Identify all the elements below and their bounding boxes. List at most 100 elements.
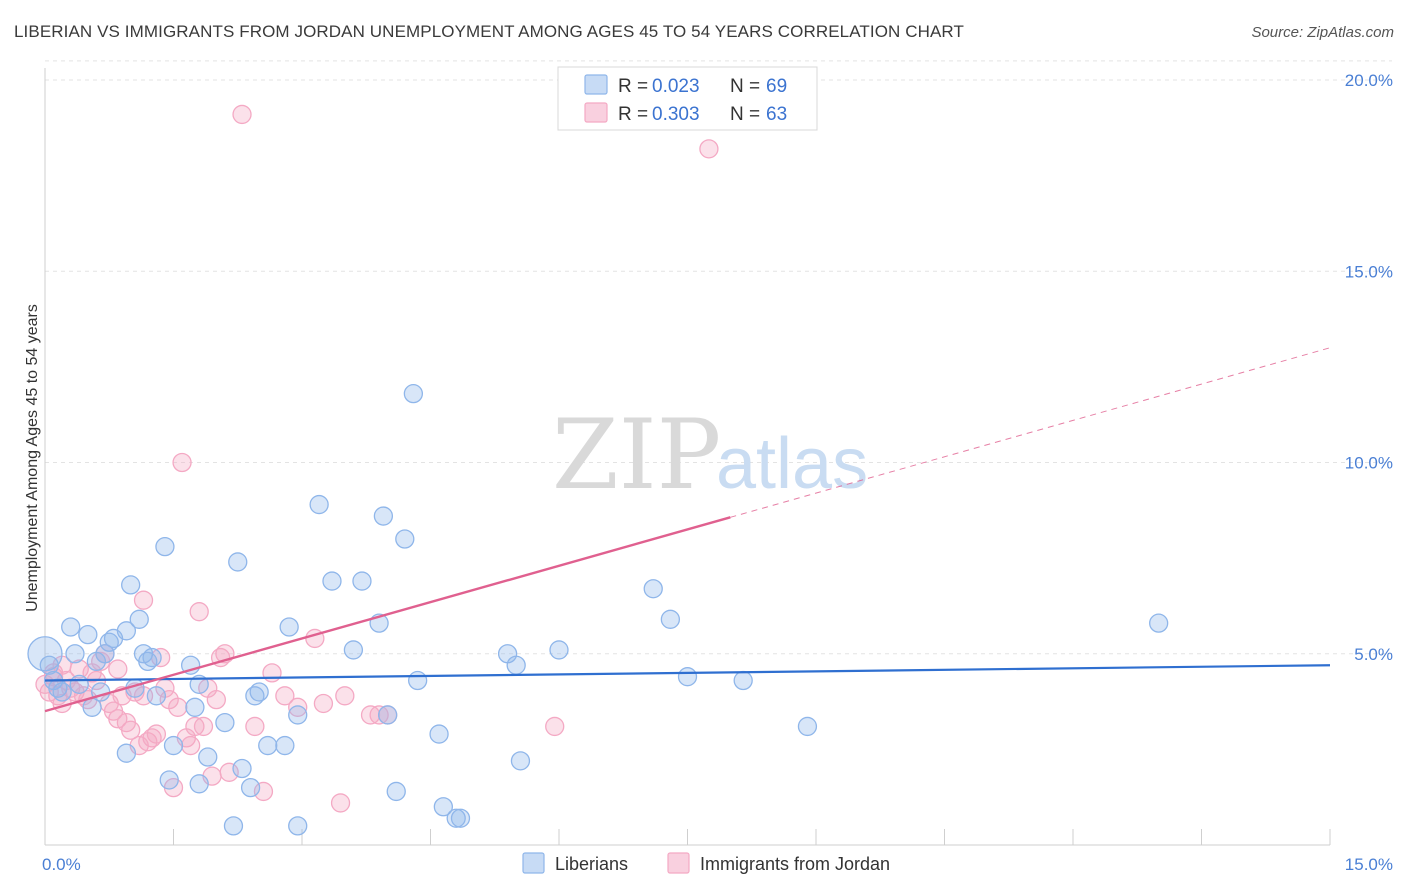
y-tick-label-1: 10.0%	[1345, 454, 1393, 473]
liberians-point-44	[352, 571, 372, 591]
liberians-point-52	[429, 724, 449, 744]
jordan-point-54	[545, 716, 565, 737]
liberians-point-30	[223, 816, 244, 836]
jordan-point-38	[206, 690, 226, 710]
liberians-point-60	[643, 579, 663, 599]
liberians-point-42	[322, 571, 342, 591]
bottom-legend-label-liberians: Liberians	[555, 854, 628, 874]
liberians-point-50	[403, 383, 424, 404]
trend-line-jordan-solid	[44, 516, 731, 713]
liberians-point-65	[1149, 613, 1169, 633]
liberians-point-15	[116, 743, 137, 763]
jordan-point-46	[288, 697, 308, 717]
watermark-zip-text: ZIP	[552, 399, 721, 511]
liberians-point-38	[279, 617, 299, 637]
liberians-point-22	[155, 537, 175, 557]
trend-line-liberians	[44, 664, 1331, 682]
liberians-point-6	[78, 624, 98, 645]
trend-line-jordan-dashed	[730, 347, 1331, 518]
legend-n-value-1: 69	[766, 76, 787, 97]
legend-swatch-jordan	[584, 102, 608, 123]
bottom-legend: Liberians Immigrants from Jordan	[522, 852, 890, 874]
series-immigrants-from-jordan-points	[35, 104, 719, 813]
liberians-point-66	[189, 774, 209, 794]
liberians-point-13	[116, 621, 137, 641]
jordan-point-35	[193, 716, 214, 737]
legend-n-label-2: N =	[730, 104, 760, 125]
liberians-point-68	[69, 674, 89, 694]
jordan-point-41	[232, 104, 252, 125]
x-tick-label-0: 0.0%	[42, 855, 81, 874]
liberians-point-32	[232, 758, 252, 779]
y-axis-label: Unemployment Among Ages 45 to 54 years	[24, 304, 41, 612]
watermark: ZIP atlas	[552, 399, 868, 511]
jordan-point-58	[142, 728, 162, 748]
liberians-point-23	[163, 735, 184, 756]
source-credit: Source: ZipAtlas.com	[1251, 24, 1394, 41]
jordan-point-45	[275, 686, 295, 706]
liberians-point-54	[446, 808, 466, 828]
bottom-legend-swatch-jordan	[667, 852, 690, 874]
liberians-point-47	[378, 705, 398, 725]
jordan-point-19	[121, 720, 141, 740]
trend-lines	[44, 347, 1331, 713]
legend-r-label-2: R =	[618, 104, 648, 125]
chart-title: LIBERIAN VS IMMIGRANTS FROM JORDAN UNEMP…	[14, 22, 964, 41]
jordan-point-56	[82, 663, 102, 683]
liberians-point-46	[373, 506, 394, 526]
liberians-point-36	[258, 735, 278, 756]
liberians-point-21	[146, 686, 167, 706]
liberians-point-59	[549, 640, 569, 660]
liberians-point-4	[61, 617, 81, 637]
liberians-point-55	[450, 808, 471, 828]
jordan-point-42	[245, 716, 265, 737]
liberians-point-43	[343, 640, 364, 660]
jordan-point-55	[699, 139, 719, 159]
liberians-point-48	[386, 781, 406, 802]
liberians-point-35	[249, 682, 269, 702]
liberians-point-0	[27, 636, 63, 672]
jordan-point-34	[189, 602, 209, 622]
y-tick-label-0: 5.0%	[1354, 645, 1393, 664]
bottom-legend-swatch-liberians	[522, 852, 545, 874]
legend-n-label-1: N =	[730, 76, 760, 97]
liberians-point-64	[797, 716, 818, 737]
axes	[44, 68, 1331, 846]
jordan-point-49	[330, 793, 351, 813]
jordan-point-22	[133, 590, 154, 610]
y-tick-label-2: 15.0%	[1345, 262, 1393, 281]
jordan-point-32	[180, 735, 201, 756]
liberians-point-41	[309, 494, 329, 515]
liberians-point-39	[288, 705, 308, 725]
liberians-point-57	[506, 655, 526, 675]
jordan-point-50	[335, 686, 355, 706]
legend-r-value-2: 0.303	[652, 104, 700, 125]
x-tick-label-1: 15.0%	[1345, 855, 1393, 874]
liberians-point-33	[240, 777, 261, 798]
legend-swatch-liberians	[584, 74, 608, 95]
bottom-legend-label-jordan: Immigrants from Jordan	[700, 854, 890, 874]
liberians-point-61	[660, 609, 681, 629]
liberians-point-58	[510, 751, 531, 771]
liberians-point-53	[433, 797, 454, 817]
liberians-point-1	[39, 655, 59, 675]
legend-n-value-2: 63	[766, 104, 787, 125]
jordan-point-30	[172, 452, 192, 473]
jordan-point-16	[108, 659, 128, 679]
grid-lines	[45, 60, 1392, 655]
liberians-point-20	[142, 647, 162, 668]
legend-r-label-1: R =	[618, 76, 648, 97]
liberians-point-40	[288, 816, 308, 836]
liberians-point-37	[275, 735, 295, 756]
correlation-legend: R = 0.023 N = 69 R = 0.303 N = 63	[557, 66, 818, 131]
liberians-point-14	[121, 575, 141, 595]
legend-r-value-1: 0.023	[652, 76, 700, 97]
liberians-point-28	[198, 747, 218, 767]
liberians-point-67	[48, 678, 68, 698]
liberians-point-12	[82, 697, 102, 717]
jordan-point-29	[168, 697, 188, 717]
liberians-point-29	[215, 712, 235, 733]
watermark-atlas-text: atlas	[716, 424, 868, 504]
liberians-point-9	[95, 644, 115, 664]
